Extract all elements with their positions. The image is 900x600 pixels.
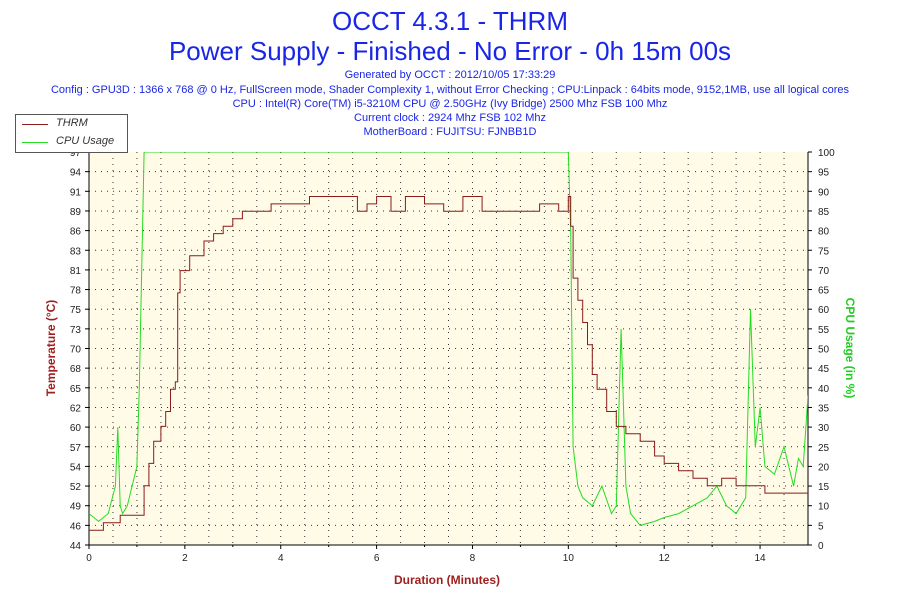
y-left-tick-label: 57 (70, 443, 82, 454)
legend-swatch-cpu (22, 142, 48, 143)
x-tick-label: 6 (374, 553, 380, 564)
y-right-tick-label: 40 (818, 384, 830, 395)
y-right-tick-label: 90 (818, 187, 830, 198)
chart-title: OCCT 4.3.1 - THRM (332, 6, 568, 36)
y-left-tick-label: 73 (70, 325, 82, 336)
y-left-tick-label: 94 (70, 168, 82, 179)
x-tick-label: 14 (755, 553, 767, 564)
x-tick-label: 4 (278, 553, 284, 564)
series-line-thrm (89, 196, 808, 531)
y-right-tick-label: 80 (818, 227, 830, 238)
y-right-tick-label: 45 (818, 364, 830, 375)
x-axis-title: Duration (Minutes) (394, 573, 500, 587)
y-left-axis-title: Temperature (°C) (44, 300, 58, 397)
y-right-tick-label: 95 (818, 168, 830, 179)
y-left-tick-label: 49 (70, 502, 82, 513)
x-tick-label: 12 (659, 553, 671, 564)
y-left-tick-label: 60 (70, 423, 82, 434)
y-right-tick-label: 10 (818, 502, 830, 513)
y-right-tick-label: 50 (818, 345, 830, 356)
y-left-tick-label: 70 (70, 345, 82, 356)
y-right-tick-label: 0 (818, 541, 824, 552)
y-left-tick-label: 68 (70, 364, 82, 375)
y-left-tick-label: 75 (70, 305, 82, 316)
y-right-tick-label: 75 (818, 246, 830, 257)
y-left-tick-label: 89 (70, 207, 82, 218)
y-right-tick-label: 25 (818, 443, 830, 454)
x-tick-label: 2 (182, 553, 188, 564)
y-left-tick-label: 91 (70, 187, 82, 198)
plot-area (89, 152, 808, 545)
generated-line: Generated by OCCT : 2012/10/05 17:33:29 (344, 69, 556, 81)
cpu-line: CPU : Intel(R) Core(TM) i5-3210M CPU @ 2… (232, 98, 668, 110)
y-left-tick-label: 83 (70, 246, 82, 257)
y-right-tick-label: 5 (818, 521, 824, 532)
x-tick-label: 8 (470, 553, 476, 564)
legend-label-cpu: CPU Usage (56, 135, 115, 147)
y-right-tick-label: 30 (818, 423, 830, 434)
legend-label-thrm: THRM (56, 117, 88, 129)
motherboard-line: MotherBoard : FUJITSU: FJNBB1D (363, 126, 537, 138)
y-right-tick-label: 70 (818, 266, 830, 277)
y-left-tick-label: 86 (70, 227, 82, 238)
y-right-tick-label: 100 (818, 148, 835, 159)
y-left-tick-label: 65 (70, 384, 82, 395)
x-tick-label: 0 (86, 553, 92, 564)
y-right-tick-label: 60 (818, 305, 830, 316)
y-right-axis-title: CPU Usage (in %) (843, 298, 857, 399)
x-tick-label: 10 (563, 553, 575, 564)
y-right-tick-label: 20 (818, 462, 830, 473)
y-left-tick-label: 52 (70, 482, 82, 493)
y-right-tick-label: 65 (818, 286, 830, 297)
y-left-tick-label: 78 (70, 286, 82, 297)
y-left-tick-label: 62 (70, 403, 82, 414)
legend-swatch-thrm (22, 124, 48, 125)
y-left-tick-label: 97 (70, 148, 82, 159)
y-right-tick-label: 35 (818, 403, 830, 414)
y-right-tick-label: 85 (818, 207, 830, 218)
chart-subtitle: Power Supply - Finished - No Error - 0h … (168, 36, 732, 66)
clock-line: Current clock : 2924 Mhz FSB 102 Mhz (354, 112, 546, 124)
y-right-tick-label: 55 (818, 325, 830, 336)
y-right-tick-label: 15 (818, 482, 830, 493)
legend: THRM CPU Usage (15, 114, 128, 153)
y-left-tick-label: 46 (70, 521, 82, 532)
config-line: Config : GPU3D : 1366 x 768 @ 0 Hz, Full… (50, 84, 850, 96)
y-left-tick-label: 81 (70, 266, 82, 277)
series-line-cpu-usage (89, 152, 808, 526)
y-left-tick-label: 44 (70, 541, 82, 552)
y-left-tick-label: 54 (70, 462, 82, 473)
